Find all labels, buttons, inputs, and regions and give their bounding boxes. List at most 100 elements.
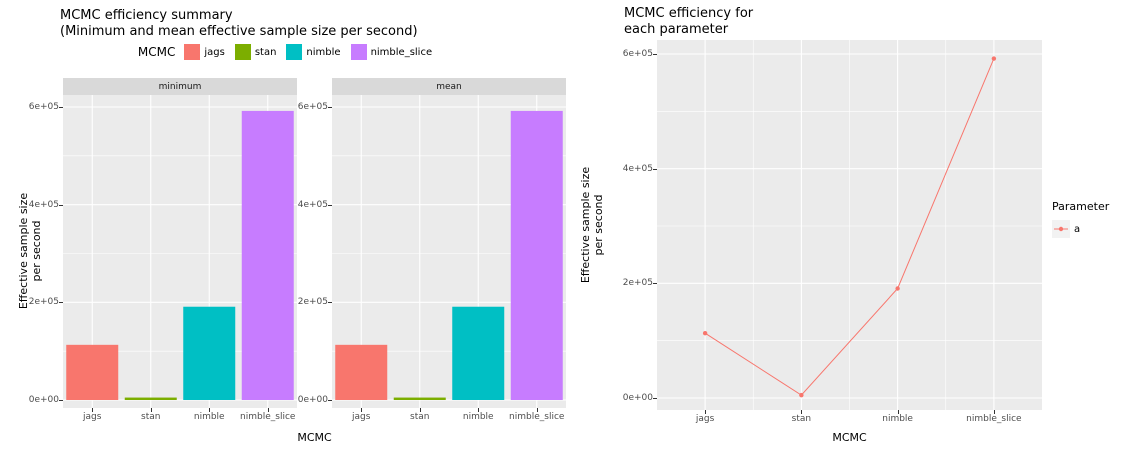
bar-nimble_slice <box>510 110 563 400</box>
bar-stan <box>124 397 177 400</box>
x-tick-label: nimble <box>882 414 913 424</box>
legend-item-jags: jags <box>184 44 225 60</box>
x-tick-mark <box>209 408 211 412</box>
bar-nimble_slice <box>241 110 294 400</box>
line-chart-title: MCMC efficiency for each parameter <box>624 6 753 38</box>
legend-label: stan <box>254 46 277 58</box>
x-tick-label: nimble <box>193 412 225 422</box>
facet-strip-mean: mean <box>332 78 566 95</box>
legend-item-stan: stan <box>234 44 277 60</box>
x-tick-label: nimble_slice <box>966 414 1022 424</box>
x-tick-label: nimble_slice <box>240 412 296 422</box>
y-tick-mark <box>653 54 657 55</box>
legend-label: nimble_slice <box>370 46 433 58</box>
legend-key-nimble_slice <box>350 44 367 60</box>
y-tick-label: 6e+05 <box>622 49 653 59</box>
data-point-jags <box>702 331 708 336</box>
y-tick-mark <box>59 107 63 108</box>
data-point-stan <box>799 392 804 398</box>
y-tick-mark <box>328 107 332 108</box>
x-tick-mark <box>150 408 152 412</box>
bar-jags <box>66 344 119 400</box>
y-tick-label: 0e+00 <box>28 395 59 405</box>
x-tick-label: jags <box>352 412 371 422</box>
y-tick-label: 4e+05 <box>28 199 59 210</box>
y-tick-label: 2e+05 <box>28 297 59 308</box>
x-tick-label: jags <box>83 412 102 422</box>
legend-key-stan <box>234 44 251 60</box>
y-axis-title-right: Effective sample size per second <box>579 150 605 300</box>
legend-key-point <box>1058 226 1064 232</box>
legend-label: nimble <box>306 46 341 58</box>
x-tick-mark <box>478 408 480 412</box>
legend-key-jags <box>184 44 201 60</box>
y-tick-label: 0e+00 <box>622 393 653 403</box>
x-tick-mark <box>419 408 421 412</box>
legend-key-nimble <box>286 44 303 60</box>
bar-jags <box>335 344 388 400</box>
y-tick-label: 6e+05 <box>297 102 328 112</box>
bar-chart-title-line2: (Minimum and mean effective sample size … <box>60 24 418 39</box>
x-tick-mark <box>897 410 899 414</box>
y-axis-title-line1: Effective sample size <box>579 166 592 284</box>
legend-label-a: a <box>1074 223 1081 235</box>
x-tick-mark <box>92 408 94 412</box>
line-chart-title-line2: each parameter <box>624 22 729 37</box>
bar-panel-mean <box>332 95 566 408</box>
x-tick-mark <box>801 410 803 414</box>
bar-chart-title-line1: MCMC efficiency summary <box>60 8 233 23</box>
y-tick-mark <box>328 204 332 206</box>
line-panel <box>657 40 1042 410</box>
x-tick-label: nimble_slice <box>509 412 565 422</box>
facet-strip-minimum: minimum <box>63 78 297 95</box>
y-tick-mark <box>653 398 657 399</box>
y-tick-mark <box>59 302 63 304</box>
y-tick-label: 4e+05 <box>622 163 653 174</box>
x-tick-mark <box>993 410 995 414</box>
legend-item-nimble: nimble <box>286 44 341 60</box>
parameter-legend-title: Parameter <box>1052 200 1110 213</box>
y-tick-label: 0e+00 <box>297 395 328 405</box>
x-axis-title-right: MCMC <box>832 431 867 444</box>
y-tick-label: 2e+05 <box>297 297 328 308</box>
bar-nimble <box>183 306 236 400</box>
data-point-nimble <box>895 286 900 291</box>
series-line-a <box>704 58 995 396</box>
y-tick-mark <box>328 400 332 401</box>
line-chart-section: MCMC efficiency for each parameter Effec… <box>570 0 1125 450</box>
bar-panel-minimum <box>63 95 297 408</box>
x-tick-label: stan <box>141 412 161 422</box>
x-axis-title-left: MCMC <box>297 431 332 444</box>
x-tick-label: stan <box>410 412 430 422</box>
y-tick-mark <box>59 400 63 401</box>
legend-key-glyph <box>1054 226 1068 232</box>
legend-items: jags stan nimble nimble_slice <box>184 44 432 60</box>
legend-item-a: a <box>1052 220 1109 238</box>
bar-chart-title: MCMC efficiency summary (Minimum and mea… <box>60 8 418 40</box>
x-tick-mark <box>705 410 707 414</box>
x-tick-mark <box>361 408 363 412</box>
legend-item-nimble_slice: nimble_slice <box>350 44 433 60</box>
parameter-legend: Parameter a <box>1052 200 1109 238</box>
x-tick-mark <box>267 408 269 412</box>
y-tick-label: 2e+05 <box>622 278 653 289</box>
data-point-nimble_slice <box>991 56 997 61</box>
y-tick-label: 4e+05 <box>297 199 328 210</box>
y-tick-mark <box>328 302 332 304</box>
bar-nimble <box>452 306 505 400</box>
x-tick-label: nimble <box>462 412 494 422</box>
y-tick-label: 6e+05 <box>28 102 59 112</box>
y-tick-mark <box>653 283 657 285</box>
y-tick-mark <box>59 204 63 206</box>
y-axis-title-line2: per second <box>592 194 605 256</box>
bar-chart-legend: MCMC jags stan nimble nimble_slice <box>0 44 570 60</box>
bar-stan <box>393 397 446 400</box>
legend-key-a <box>1052 220 1070 238</box>
legend-label: jags <box>204 46 225 58</box>
x-tick-label: stan <box>791 414 812 424</box>
y-tick-mark <box>653 168 657 170</box>
x-tick-mark <box>536 408 538 412</box>
line-chart-title-line1: MCMC efficiency for <box>624 6 754 21</box>
x-tick-label: jags <box>695 414 715 424</box>
